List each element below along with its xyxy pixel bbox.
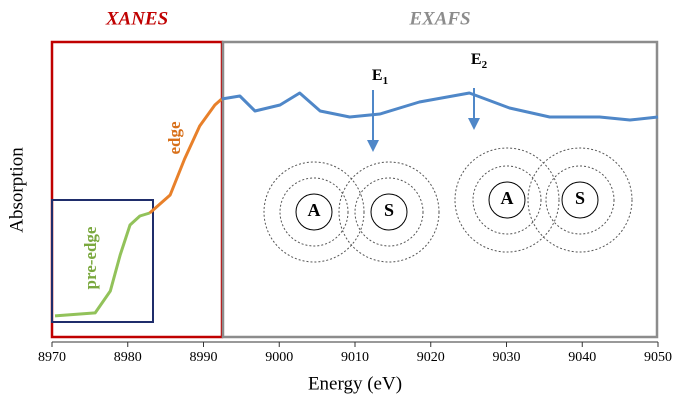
atom-label: A bbox=[501, 188, 514, 208]
curve bbox=[150, 99, 222, 213]
y-axis-label: Absorption bbox=[6, 147, 27, 233]
atom-label: S bbox=[384, 200, 394, 220]
arrows bbox=[367, 88, 480, 152]
edge-label: edge bbox=[165, 121, 184, 155]
curve bbox=[55, 213, 150, 316]
atom-label: A bbox=[308, 200, 321, 220]
x-tick-label: 8970 bbox=[38, 350, 66, 365]
exafs-label: EXAFS bbox=[408, 8, 470, 29]
x-axis-label: Energy (eV) bbox=[308, 373, 402, 394]
e1-label: E1 bbox=[372, 67, 388, 87]
x-tick-label: 9010 bbox=[341, 350, 369, 365]
pre-edge-label: pre-edge bbox=[81, 226, 100, 289]
x-tick-label: 9030 bbox=[493, 350, 521, 365]
x-tick-label: 8980 bbox=[114, 350, 142, 365]
x-tick-label: 9020 bbox=[417, 350, 445, 365]
xanes-label: XANES bbox=[105, 8, 168, 29]
atom-label: S bbox=[575, 188, 585, 208]
chart: XANES EXAFS pre-edge edge E1 E2 A S A S … bbox=[0, 0, 678, 401]
x-tick-label: 9000 bbox=[265, 350, 293, 365]
curve bbox=[222, 93, 658, 120]
x-tick-label: 9050 bbox=[644, 350, 672, 365]
xanes-box bbox=[52, 42, 222, 337]
x-tick-label: 8990 bbox=[190, 350, 218, 365]
e2-label: E2 bbox=[471, 51, 488, 71]
x-tick-label: 9040 bbox=[568, 350, 596, 365]
